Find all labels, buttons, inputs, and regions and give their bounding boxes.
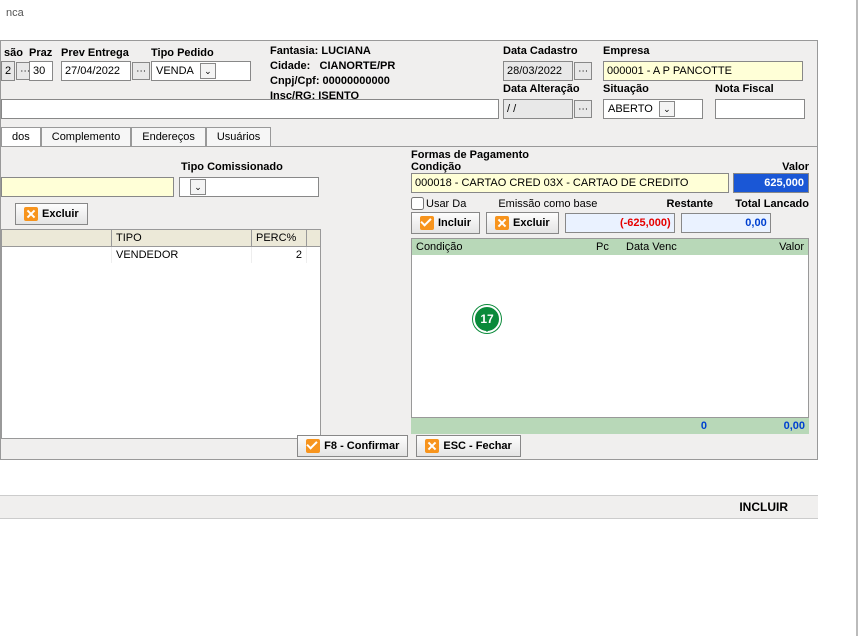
tab-enderecos[interactable]: Endereços: [131, 127, 206, 146]
pay-footer-total: 0,00: [711, 418, 809, 434]
lbl-condicao: Condição: [411, 161, 461, 173]
tab-dos[interactable]: dos: [1, 127, 41, 146]
situacao-select[interactable]: ABERTO ⌄: [603, 99, 703, 119]
lbl-fantasia: Fantasia:: [270, 45, 318, 57]
pagamento-excluir-button[interactable]: Excluir: [486, 212, 559, 234]
comissao-cell-tipo: VENDEDOR: [112, 247, 252, 263]
lbl-situacao: Situação: [603, 83, 649, 95]
status-mode: INCLUIR: [739, 500, 788, 514]
comissao-excluir-button[interactable]: Excluir: [15, 203, 88, 225]
close-icon: [24, 207, 38, 221]
val-cidade: CIANORTE/PR: [320, 60, 396, 72]
fechar-button[interactable]: ESC - Fechar: [416, 435, 520, 457]
comissao-excluir-label: Excluir: [42, 208, 79, 220]
lbl-empresa: Empresa: [603, 45, 649, 57]
prev-entrega-picker-btn[interactable]: ⋯: [132, 62, 150, 80]
val-fantasia: LUCIANA: [321, 45, 371, 57]
data-cadastro-picker-btn[interactable]: ⋯: [574, 62, 592, 80]
pay-col-condicao: Condição: [412, 239, 592, 255]
empresa-field[interactable]: 000001 - A P PANCOTTE: [603, 61, 803, 81]
nota-fiscal-field[interactable]: [715, 99, 805, 119]
tipo-comissionado-select[interactable]: ⌄: [179, 177, 319, 197]
tab-complemento[interactable]: Complemento: [41, 127, 131, 146]
total-lancado-field: 0,00: [681, 213, 771, 233]
pagamento-incluir-label: Incluir: [438, 217, 471, 229]
lbl-valor: Valor: [782, 161, 809, 173]
lbl-prev-entrega: Prev Entrega: [61, 47, 129, 59]
tipo-pedido-value: VENDA: [156, 65, 194, 77]
close-icon: [425, 439, 439, 453]
lbl-emissao: são: [4, 47, 23, 59]
emissao-field[interactable]: 2: [1, 61, 15, 81]
chk-label-left: Usar Da: [426, 198, 466, 210]
chevron-down-icon: ⌄: [200, 63, 216, 79]
valor-field[interactable]: 625,000: [734, 174, 808, 192]
tipo-pedido-select[interactable]: VENDA ⌄: [151, 61, 251, 81]
data-cadastro-field[interactable]: 28/03/2022: [503, 61, 573, 81]
lbl-tipo-comissionado: Tipo Comissionado: [181, 161, 283, 173]
table-row[interactable]: VENDEDOR 2: [2, 247, 320, 263]
lbl-data-alteracao: Data Alteração: [503, 83, 580, 95]
pagamento-grid[interactable]: Condição Pc Data Venc Valor: [411, 238, 809, 418]
confirmar-label: F8 - Confirmar: [324, 440, 399, 452]
step-badge: 17: [473, 305, 501, 333]
pagamento-panel: Formas de Pagamento Condição Valor 00001…: [411, 149, 809, 434]
lbl-cnpj: Cnpj/Cpf:: [270, 75, 319, 87]
lbl-formas-pagamento: Formas de Pagamento: [411, 149, 809, 161]
lbl-total-lancado: Total Lancado: [719, 198, 809, 210]
comissao-col-blank: [2, 230, 112, 246]
comissao-col-tipo: TIPO: [112, 230, 252, 246]
comissao-col-perc: PERC%: [252, 230, 307, 246]
usar-data-emissao-checkbox[interactable]: Usar Da: [411, 197, 466, 210]
data-alteracao-field[interactable]: / /: [503, 99, 573, 119]
lbl-data-cadastro: Data Cadastro: [503, 45, 578, 57]
chk-label-right: Emissão como base: [498, 198, 597, 210]
lbl-cidade: Cidade:: [270, 60, 310, 72]
praz-field[interactable]: 30: [29, 61, 53, 81]
confirmar-button[interactable]: F8 - Confirmar: [297, 435, 408, 457]
close-icon: [495, 216, 509, 230]
check-icon: [420, 216, 434, 230]
pay-col-pc: Pc: [592, 239, 622, 255]
tab-usuarios[interactable]: Usuários: [206, 127, 271, 146]
chevron-down-icon: ⌄: [659, 101, 675, 117]
main-frame: são Praz Prev Entrega Tipo Pedido 2 ⋯ 30…: [0, 40, 818, 460]
comissao-cell-perc: 2: [252, 247, 307, 263]
comissionado-code-field[interactable]: [1, 177, 174, 197]
restante-field: (-625,000): [565, 213, 675, 233]
pagamento-excluir-label: Excluir: [513, 217, 550, 229]
lbl-nota-fiscal: Nota Fiscal: [715, 83, 774, 95]
lbl-tipo-pedido: Tipo Pedido: [151, 47, 214, 59]
situacao-value: ABERTO: [608, 103, 653, 115]
footer-buttons: F8 - Confirmar ESC - Fechar: [1, 435, 817, 457]
window-title-fragment: nca: [6, 7, 24, 19]
lbl-praz: Praz: [29, 47, 52, 59]
pagamento-incluir-button[interactable]: Incluir: [411, 212, 480, 234]
comissao-grid[interactable]: TIPO PERC% VENDEDOR 2: [1, 229, 321, 439]
pagamento-grid-footer: 0 0,00: [411, 418, 809, 434]
pay-col-data-venc: Data Venc: [622, 239, 712, 255]
check-icon: [306, 439, 320, 453]
pay-col-valor: Valor: [712, 239, 808, 255]
tab-bar: dos Complemento Endereços Usuários: [1, 127, 817, 147]
lbl-restante: Restante: [667, 198, 713, 210]
val-cnpj: 00000000000: [323, 75, 390, 87]
status-bar: INCLUIR: [0, 495, 818, 519]
search-field[interactable]: [1, 99, 499, 119]
pay-footer-count: 0: [411, 418, 711, 434]
usar-data-emissao-box[interactable]: [411, 197, 424, 210]
fechar-label: ESC - Fechar: [443, 440, 511, 452]
data-alteracao-picker-btn[interactable]: ⋯: [574, 100, 592, 118]
condicao-field[interactable]: 000018 - CARTAO CRED 03X - CARTAO DE CRE…: [411, 173, 729, 193]
prev-entrega-field[interactable]: 27/04/2022: [61, 61, 131, 81]
chevron-down-icon: ⌄: [190, 179, 206, 195]
